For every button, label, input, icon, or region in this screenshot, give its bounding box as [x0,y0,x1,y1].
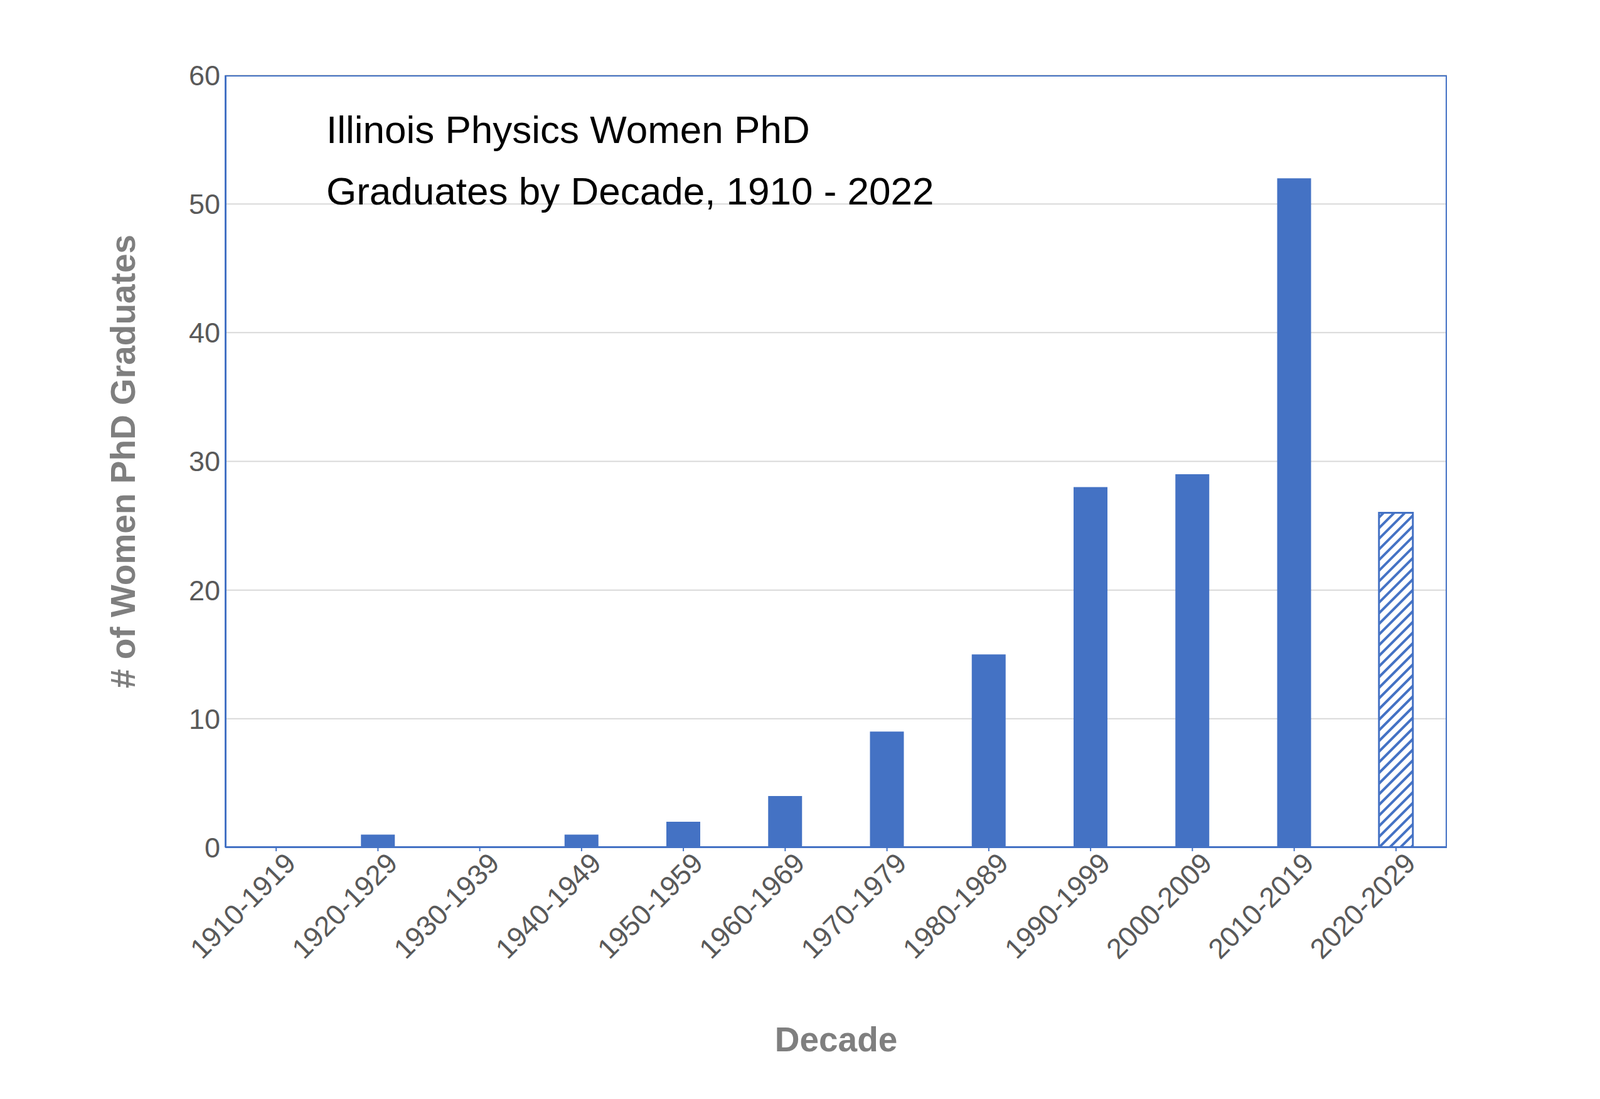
html-text:Illinois Physics Women PhD Gra: Illinois Physics Women PhD Graduates by … [326,107,934,213]
svg-text:1990-1999: 1990-1999 [998,847,1117,966]
svg-text:50: 50 [188,188,221,221]
svg-text:1960-1969: 1960-1969 [692,847,811,966]
svg-text:2010-2019: 2010-2019 [1201,847,1320,966]
svg-text:20: 20 [188,574,221,607]
svg-text:1940-1949: 1940-1949 [489,847,608,966]
svg-text:# of Women PhD Graduates: # of Women PhD Graduates [103,234,143,689]
svg-text:0: 0 [204,832,221,864]
svg-text:Decade: Decade [774,1020,898,1060]
svg-text:2020-2029: 2020-2029 [1303,847,1422,966]
svg-text:1970-1979: 1970-1979 [794,847,913,966]
svg-text:1950-1959: 1950-1959 [591,847,710,966]
svg-text:2000-2009: 2000-2009 [1099,847,1218,966]
svg-text:1910-1919: 1910-1919 [183,847,302,966]
svg-text:1920-1929: 1920-1929 [285,847,404,966]
svg-text:10: 10 [188,703,221,736]
svg-text:30: 30 [188,445,221,478]
svg-text:1980-1989: 1980-1989 [896,847,1015,966]
svg-text:60: 60 [188,59,221,92]
svg-text:1930-1939: 1930-1939 [387,847,506,966]
svg-text:40: 40 [188,316,221,349]
